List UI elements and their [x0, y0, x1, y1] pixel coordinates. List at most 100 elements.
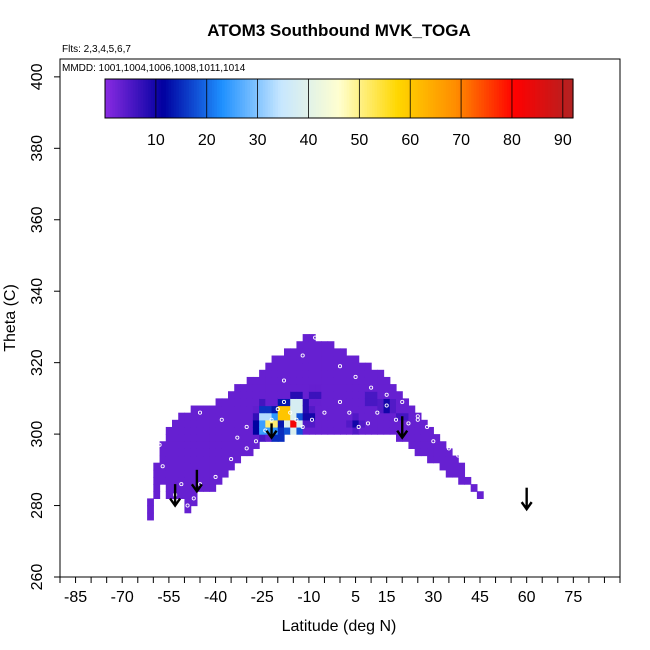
colorbar-swatch	[545, 79, 549, 118]
heatmap-cell	[190, 498, 198, 507]
colorbar-swatch	[336, 79, 340, 118]
chart-subtitle-flights: Flts: 2,3,4,5,6,7	[62, 44, 131, 55]
heatmap-cell	[439, 448, 447, 457]
observation-point	[253, 439, 259, 444]
heatmap-cell	[352, 412, 360, 421]
heatmap-cell	[246, 384, 254, 392]
observation-point	[365, 421, 371, 426]
heatmap-cell	[271, 369, 279, 378]
heatmap-cell	[396, 405, 403, 414]
heatmap-cell	[153, 491, 161, 499]
heatmap-cell	[234, 455, 242, 464]
heatmap-cell	[302, 391, 310, 399]
heatmap-cell	[284, 405, 291, 414]
heatmap-cell	[364, 426, 372, 435]
colorbar-swatch	[524, 79, 528, 118]
observation-point	[179, 482, 184, 487]
heatmap-cell	[284, 426, 291, 435]
heatmap-cell	[221, 434, 229, 442]
heatmap-cell	[240, 419, 248, 428]
heatmap-cell	[427, 441, 434, 449]
heatmap-cell	[252, 426, 260, 435]
heatmap-cell	[234, 441, 242, 449]
observation-point	[471, 467, 476, 472]
y-tick-label: 360	[29, 206, 46, 233]
heatmap-cell	[321, 391, 329, 399]
heatmap-cell	[408, 426, 416, 435]
x-tick-label: 15	[378, 589, 396, 606]
heatmap-cell	[296, 398, 304, 407]
arrow-marker	[396, 416, 409, 440]
colorbar-swatch	[209, 79, 213, 118]
heatmap-cell	[296, 369, 304, 378]
y-tick-label: 300	[29, 421, 46, 448]
heatmap-cell	[389, 398, 397, 407]
colorbar-swatch	[410, 79, 414, 118]
heatmap-cell	[184, 455, 192, 464]
colorbar-swatch	[321, 79, 325, 118]
heatmap-cell	[178, 441, 186, 449]
heatmap-cell	[196, 426, 204, 435]
heatmap-cell	[296, 426, 304, 435]
heatmap-cell	[358, 376, 366, 385]
heatmap-cell	[371, 391, 378, 399]
colorbar-swatch	[160, 79, 165, 118]
heatmap-cell	[178, 455, 186, 464]
heatmap-cell	[408, 419, 416, 428]
heatmap-cell	[215, 462, 223, 471]
heatmap-cell	[228, 419, 235, 428]
heatmap-cell	[221, 419, 229, 428]
heatmap-cell	[246, 434, 254, 442]
heatmap-cell	[383, 384, 391, 392]
colorbar-swatch	[166, 79, 170, 118]
heatmap-cell	[284, 348, 291, 357]
heatmap-cell	[327, 398, 335, 407]
heatmap-cell	[271, 362, 279, 371]
colorbar-swatch	[438, 79, 442, 118]
colorbar-swatch	[255, 79, 259, 118]
x-tick-label: 45	[471, 589, 489, 606]
observation-point	[160, 464, 165, 469]
heatmap-cell	[315, 412, 322, 421]
heatmap-cell	[439, 455, 447, 464]
heatmap-cell	[352, 391, 360, 399]
heatmap-cell	[215, 434, 223, 442]
heatmap-cell	[302, 369, 310, 378]
heatmap-cell	[308, 412, 316, 421]
heatmap-cell	[203, 441, 210, 449]
heatmap-cell	[165, 462, 173, 471]
heatmap-cell	[346, 405, 354, 414]
observation-point	[219, 417, 224, 422]
y-tick-label: 340	[29, 278, 46, 305]
heatmap-cell	[215, 469, 223, 478]
heatmap-cell	[284, 355, 291, 364]
heatmap-cell	[377, 405, 385, 414]
x-tick-label: -25	[251, 589, 274, 606]
colorbar-swatch	[214, 79, 218, 118]
heatmap-cell	[308, 376, 316, 385]
colorbar-swatch	[453, 79, 457, 118]
heatmap-cell	[445, 455, 453, 464]
heatmap-cell	[240, 434, 248, 442]
heatmap-cell	[178, 426, 186, 435]
heatmap-cell	[203, 448, 210, 457]
colorbar-swatch	[158, 79, 162, 118]
heatmap-cell	[172, 448, 179, 457]
heatmap-cell	[240, 426, 248, 435]
heatmap-cell	[315, 369, 322, 378]
observation-point	[157, 442, 162, 447]
heatmap-cell	[215, 476, 223, 485]
heatmap-cell	[315, 376, 322, 385]
heatmap-cell	[184, 448, 192, 457]
heatmap-cell	[153, 476, 161, 485]
observation-point	[309, 417, 315, 422]
arrow-head	[265, 429, 278, 440]
heatmap-cell	[159, 448, 167, 457]
observation-point	[244, 446, 249, 451]
heatmap-cell	[172, 462, 179, 471]
colorbar-swatch	[150, 79, 154, 118]
heatmap-cell	[259, 412, 266, 421]
y-tick-label: 260	[29, 564, 46, 591]
heatmap-cell	[396, 419, 403, 428]
heatmap-cell	[396, 426, 403, 435]
